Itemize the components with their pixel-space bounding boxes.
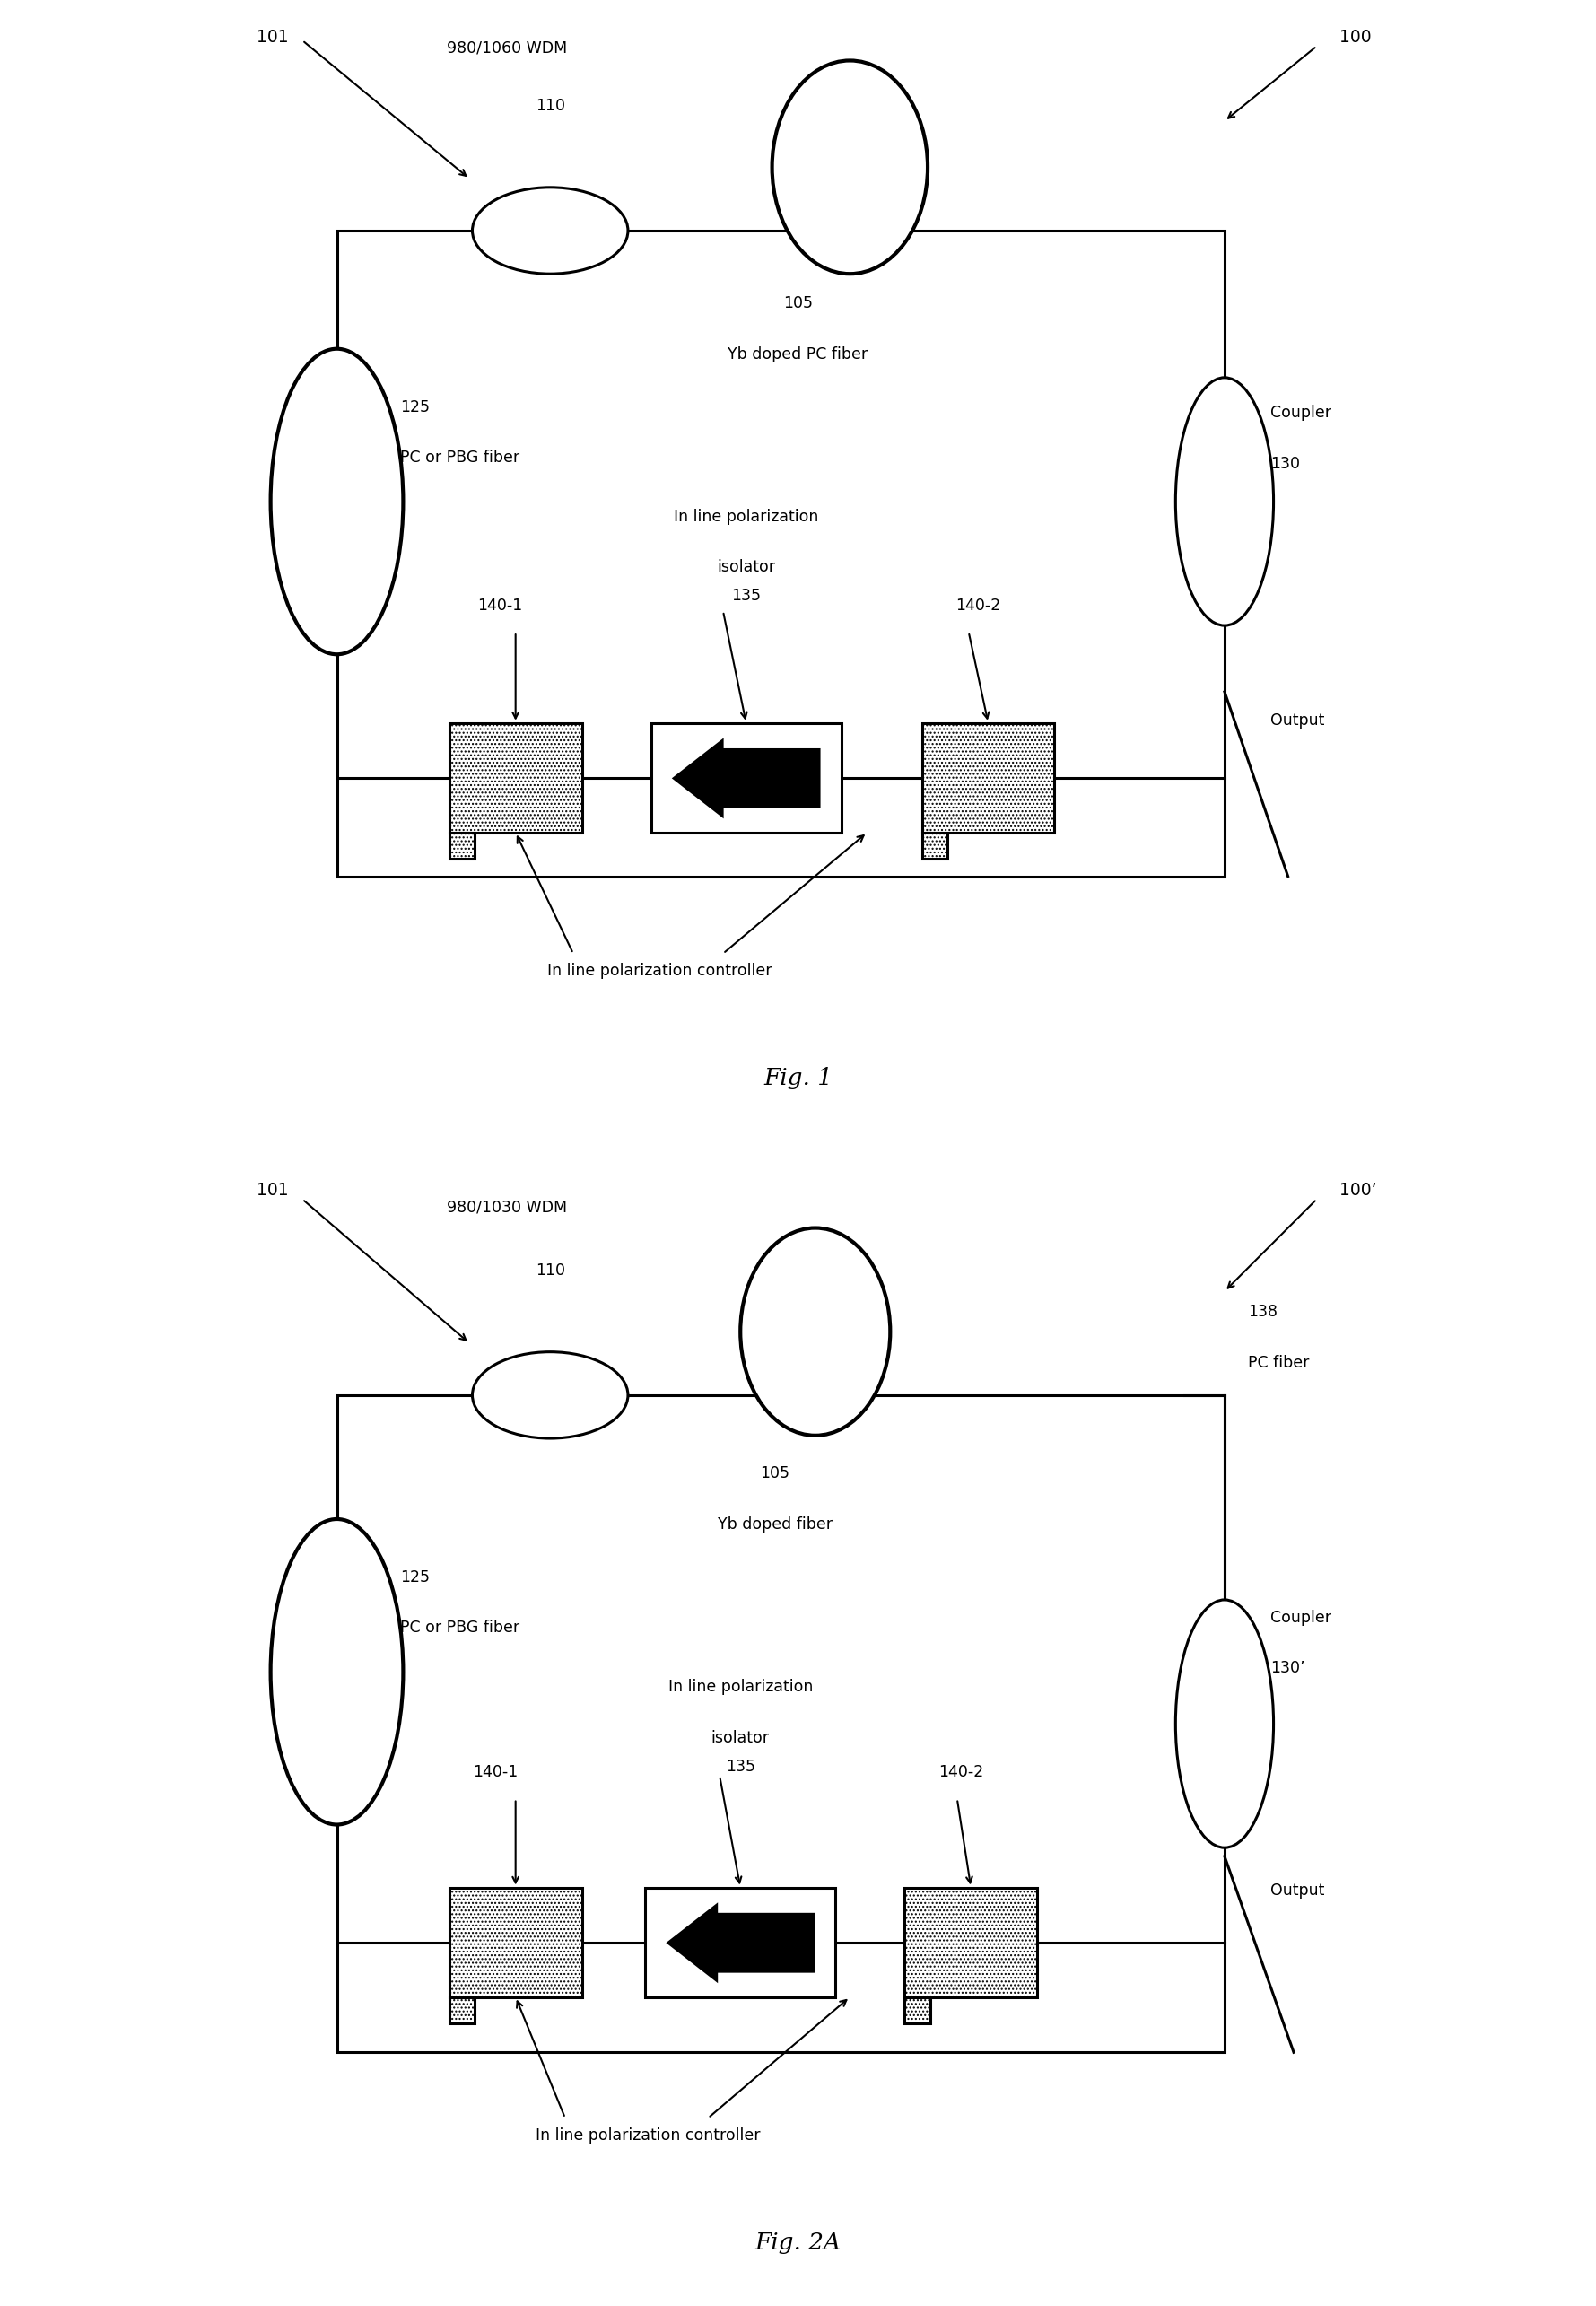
Ellipse shape: [271, 348, 404, 655]
Bar: [448, 1997, 474, 2022]
Bar: [922, 724, 1055, 832]
Text: Yb doped PC fiber: Yb doped PC fiber: [728, 346, 868, 362]
Bar: [651, 724, 841, 832]
Text: 101: 101: [257, 28, 289, 46]
Text: In line polarization controller: In line polarization controller: [547, 962, 772, 980]
Text: 135: 135: [726, 1757, 755, 1776]
Text: 130’: 130’: [1270, 1660, 1306, 1676]
Ellipse shape: [772, 60, 927, 274]
Bar: [922, 832, 948, 858]
Bar: [905, 1997, 930, 2022]
Ellipse shape: [741, 1227, 891, 1434]
Text: Output: Output: [1270, 713, 1325, 729]
Text: 980/1030 WDM: 980/1030 WDM: [447, 1199, 567, 1215]
Text: Output: Output: [1270, 1882, 1325, 1900]
Text: 110: 110: [535, 97, 565, 115]
Text: 140-1: 140-1: [472, 1764, 519, 1780]
Text: 980/1060 WDM: 980/1060 WDM: [447, 42, 567, 58]
Text: PC or PBG fiber: PC or PBG fiber: [401, 1619, 520, 1637]
Bar: [448, 832, 474, 858]
Bar: [337, 231, 1224, 876]
Text: 101: 101: [257, 1181, 289, 1199]
Ellipse shape: [271, 1520, 404, 1824]
Text: In line polarization: In line polarization: [669, 1679, 812, 1695]
Ellipse shape: [472, 187, 627, 274]
Bar: [905, 1889, 1037, 1997]
Text: 110: 110: [535, 1264, 565, 1280]
Text: PC or PBG fiber: PC or PBG fiber: [401, 450, 520, 466]
Bar: [645, 1889, 835, 1997]
Bar: [448, 724, 583, 832]
Text: isolator: isolator: [712, 1730, 769, 1746]
Text: 140-1: 140-1: [477, 597, 522, 613]
Text: Fig. 1: Fig. 1: [763, 1068, 833, 1088]
Text: Coupler: Coupler: [1270, 404, 1331, 420]
Text: 105: 105: [760, 1464, 790, 1480]
Text: 125: 125: [401, 1568, 429, 1587]
Text: Fig. 2A: Fig. 2A: [755, 2232, 841, 2253]
Ellipse shape: [1176, 378, 1274, 625]
Text: 125: 125: [401, 399, 429, 415]
Text: Yb doped fiber: Yb doped fiber: [718, 1517, 833, 1533]
Text: 100: 100: [1339, 28, 1373, 46]
Text: 130: 130: [1270, 454, 1301, 473]
Text: PC fiber: PC fiber: [1248, 1354, 1309, 1372]
Text: 140-2: 140-2: [956, 597, 1001, 613]
Text: In line polarization: In line polarization: [674, 507, 819, 523]
Text: 138: 138: [1248, 1303, 1277, 1319]
Text: 100’: 100’: [1339, 1181, 1377, 1199]
FancyArrow shape: [672, 738, 820, 819]
Text: 140-2: 140-2: [938, 1764, 983, 1780]
Bar: [337, 1395, 1224, 2052]
Text: 135: 135: [731, 588, 761, 604]
Ellipse shape: [472, 1351, 627, 1439]
Text: In line polarization controller: In line polarization controller: [536, 2126, 761, 2145]
Bar: [448, 1889, 583, 1997]
Text: isolator: isolator: [717, 558, 776, 576]
Text: 105: 105: [784, 295, 812, 311]
Ellipse shape: [1176, 1600, 1274, 1847]
FancyArrow shape: [666, 1902, 814, 1983]
Text: Coupler: Coupler: [1270, 1610, 1331, 1626]
